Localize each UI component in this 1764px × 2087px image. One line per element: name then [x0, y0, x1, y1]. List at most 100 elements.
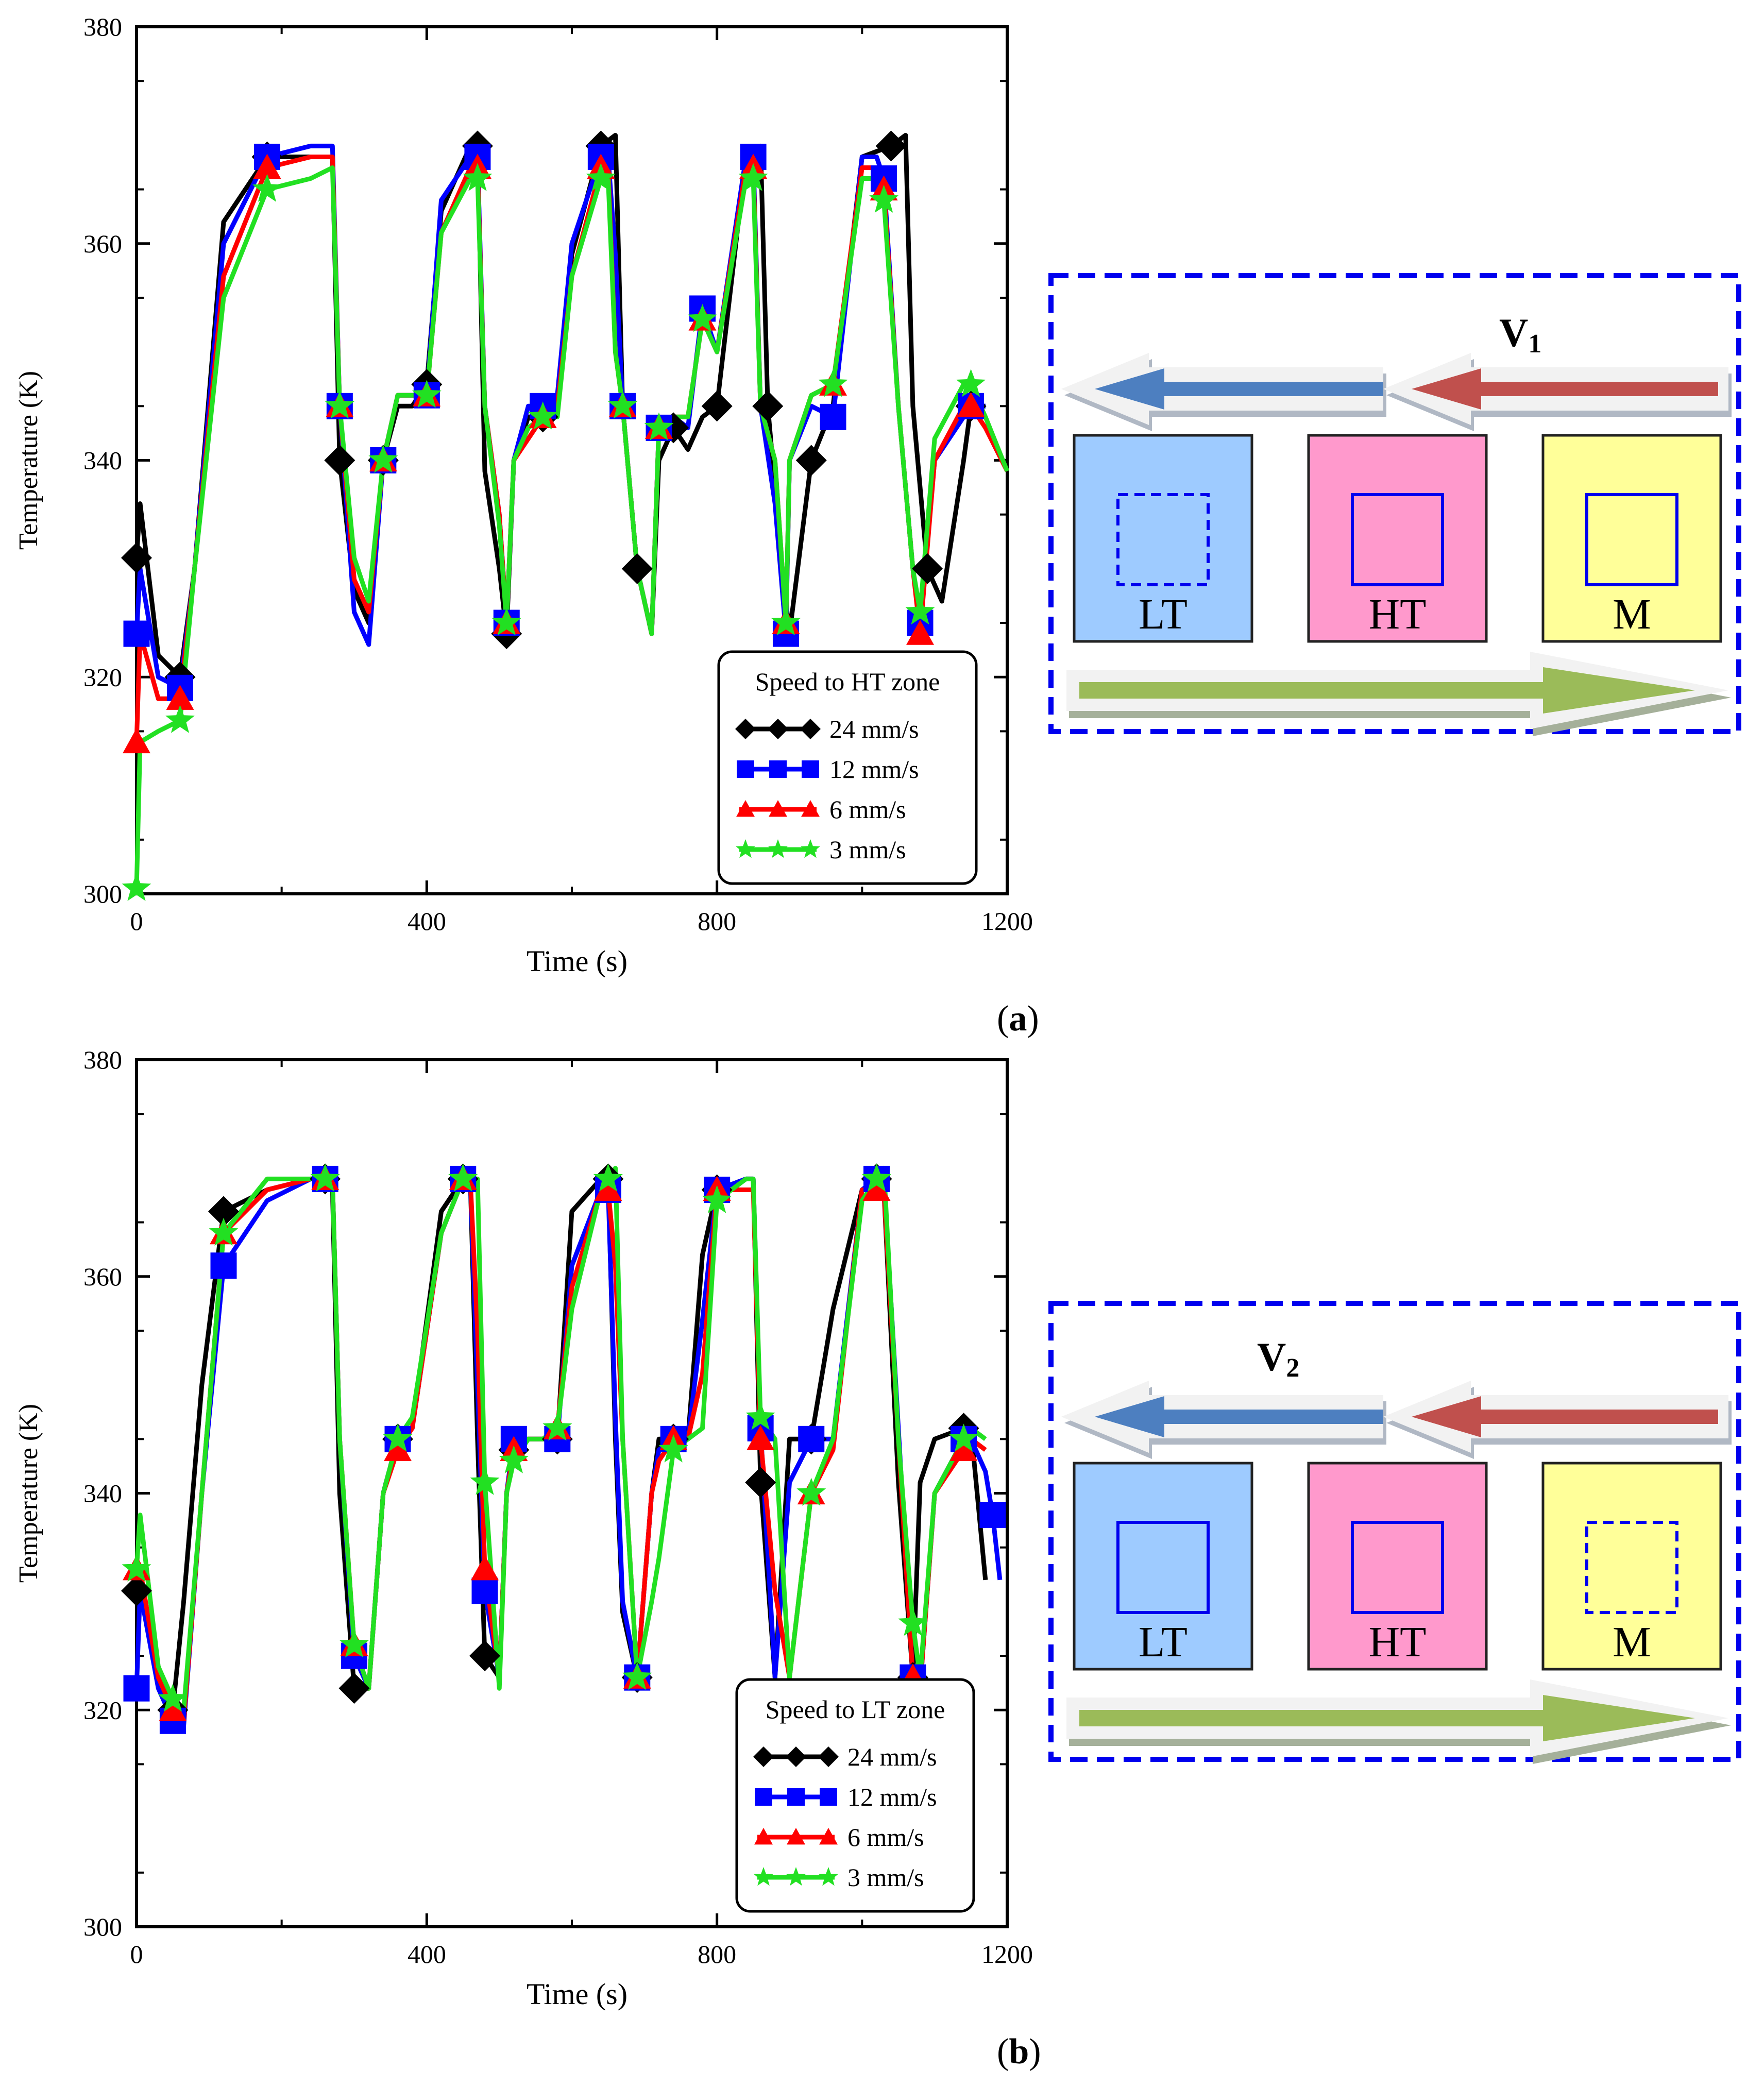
data-point [123, 728, 150, 754]
blue-arrow-icon [1095, 368, 1383, 410]
data-point [528, 401, 558, 430]
data-point [949, 1423, 978, 1452]
y-tick-label: 340 [83, 446, 122, 475]
velocity-subscript: 1 [1528, 329, 1541, 359]
legend: Speed to HT zone 24 mm/s 12 mm/s 6 mm/s 3 mm… [717, 650, 978, 885]
y-tick-label: 380 [83, 12, 122, 41]
y-tick-label: 360 [83, 1262, 122, 1291]
data-point [956, 369, 986, 397]
zone-diagram: V2 LT HT M [1048, 1301, 1741, 1764]
x-tick-label: 1200 [981, 907, 1033, 936]
panel-label-letter: a [1009, 999, 1027, 1039]
data-point [621, 553, 653, 584]
data-point [469, 1640, 500, 1672]
data-point [384, 1436, 412, 1461]
data-point [658, 1434, 688, 1463]
data-point [121, 542, 152, 573]
data-point [701, 391, 733, 422]
data-point [159, 1696, 187, 1721]
y-axis-label: Temperature (K) [14, 371, 43, 550]
zone-box-fill [1307, 1462, 1488, 1671]
zone-label: M [1613, 1618, 1651, 1666]
data-point [463, 163, 493, 191]
panel-label-open: ( [997, 2032, 1009, 2072]
panel-a: 300 320 340 360 380 0 400 800 1200 Time (s) Temper… [0, 0, 1764, 1043]
zone-box-lt: LT [1073, 434, 1253, 643]
legend-marker [753, 1746, 774, 1767]
data-point [383, 1423, 413, 1452]
data-point [752, 391, 784, 422]
data-point [122, 1553, 151, 1582]
data-point [979, 1502, 1006, 1529]
data-point [747, 1425, 775, 1450]
zone-box-lt: LT [1073, 1462, 1253, 1671]
chart-plot: 300 320 340 360 380 0 400 800 1200 Time (s) Temper… [14, 12, 1033, 978]
data-point [470, 1467, 500, 1495]
data-point [121, 1575, 152, 1606]
x-tick-label: 800 [698, 907, 736, 936]
data-point [338, 1673, 370, 1704]
legend-marker [736, 839, 755, 858]
data-point [325, 391, 354, 419]
y-tick-label: 320 [83, 1695, 122, 1724]
data-point [586, 163, 616, 191]
data-point [906, 620, 934, 645]
legend-label-3: 3 mm/s [847, 1863, 924, 1892]
zone-box-fill [1073, 434, 1253, 643]
data-point [771, 607, 801, 636]
data-point [123, 1675, 150, 1702]
zone-box-ht: HT [1307, 434, 1488, 643]
red-arrow-icon [1412, 1396, 1718, 1437]
x-tick-label: 0 [130, 907, 143, 936]
data-point [745, 1402, 775, 1430]
legend-marker [818, 1746, 839, 1767]
data-point [448, 1163, 478, 1192]
data-point [644, 412, 674, 440]
data-point [122, 873, 151, 901]
panel-label: (a) [997, 999, 1039, 1039]
legend-label-1: 12 mm/s [829, 755, 919, 784]
green-arrow-icon [1079, 1695, 1695, 1741]
legend-box [717, 650, 978, 885]
legend-marker [735, 719, 756, 739]
zone-box-m: M [1541, 1462, 1722, 1671]
zone-label: LT [1139, 1618, 1188, 1666]
y-tick-label: 300 [83, 879, 122, 908]
data-point [368, 445, 398, 473]
data-point [471, 1555, 499, 1581]
x-axis-label: Time (s) [527, 944, 627, 978]
data-point [412, 380, 442, 408]
zone-label: HT [1369, 1618, 1427, 1666]
legend-title: Speed to LT zone [766, 1695, 945, 1724]
series-markers-3 [122, 1163, 978, 1712]
red-arrow-icon [1412, 368, 1718, 410]
legend-title: Speed to HT zone [755, 667, 940, 696]
y-tick-label: 320 [83, 663, 122, 691]
data-point [471, 1577, 498, 1604]
legend-label-1: 12 mm/s [847, 1783, 937, 1811]
legend-marker [787, 1788, 805, 1806]
zone-box-fill [1307, 434, 1488, 643]
data-point [210, 1252, 237, 1279]
velocity-subscript: 2 [1286, 1353, 1299, 1383]
zone-inner-square [1351, 1521, 1444, 1614]
data-point [688, 304, 717, 332]
zone-box-fill [1541, 1462, 1722, 1671]
legend-marker [819, 1867, 838, 1886]
legend: Speed to LT zone 24 mm/s 12 mm/s 6 mm/s 3 mm… [735, 1678, 975, 1913]
data-point [593, 1163, 623, 1192]
legend-marker [802, 760, 819, 778]
velocity-letter: V [1257, 1334, 1286, 1379]
panel-b: 300 320 340 360 380 0 400 800 1200 Time (s) Temper… [0, 1033, 1764, 2076]
zone-label: HT [1369, 590, 1427, 638]
data-point [252, 174, 282, 202]
y-tick-label: 300 [83, 1912, 122, 1941]
data-point [702, 1185, 732, 1213]
legend-marker [801, 800, 820, 817]
legend-label-2: 6 mm/s [847, 1823, 924, 1852]
data-point [608, 391, 638, 419]
data-point [324, 445, 355, 476]
data-point [491, 607, 521, 636]
panel-label-open: ( [997, 999, 1009, 1039]
y-axis-label: Temperature (K) [14, 1404, 43, 1583]
